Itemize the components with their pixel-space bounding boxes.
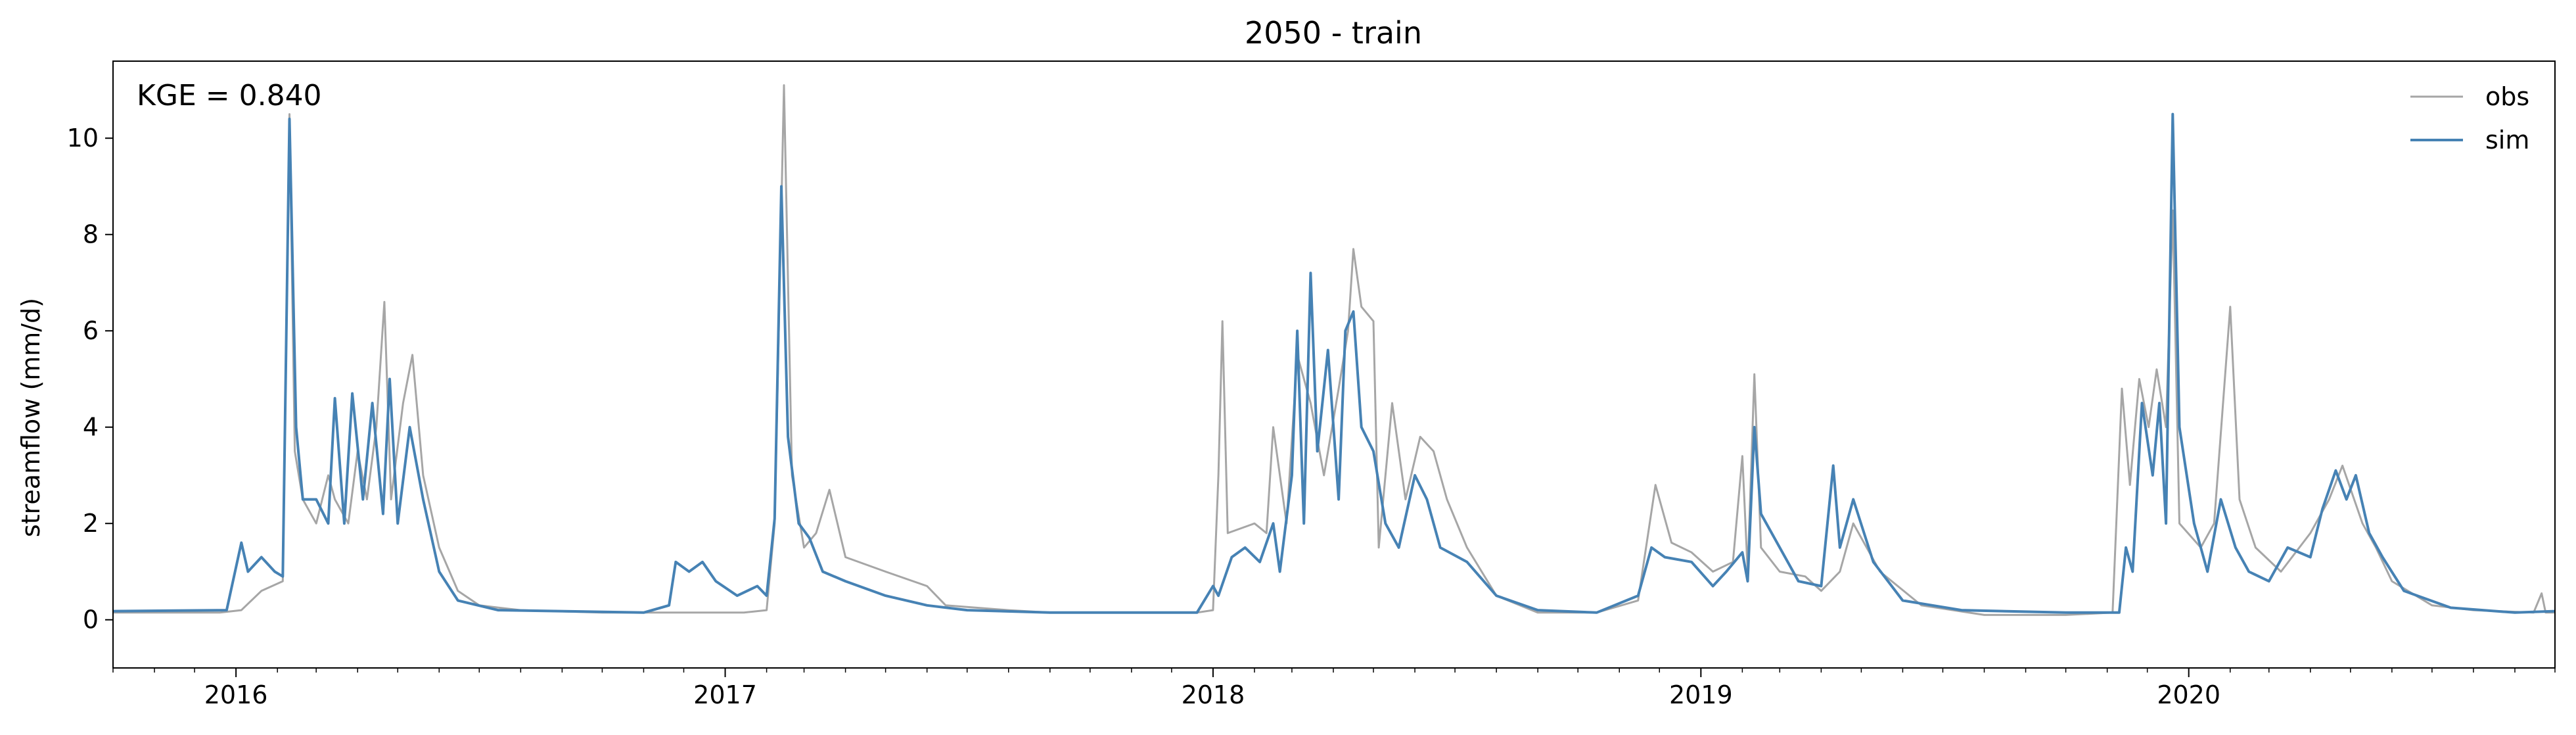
legend-label-sim: sim <box>2485 126 2529 154</box>
y-tick-label: 0 <box>83 605 99 634</box>
x-tick-label: 2019 <box>1669 680 1733 709</box>
x-tick-label: 2017 <box>693 680 757 709</box>
x-tick-label: 2016 <box>204 680 268 709</box>
chart-title: 2050 - train <box>1245 15 1422 51</box>
y-tick-label: 2 <box>83 509 99 538</box>
x-tick-label: 2018 <box>1182 680 1245 709</box>
y-axis-label: streamflow (mm/d) <box>16 298 45 537</box>
x-tick-label: 2020 <box>2157 680 2220 709</box>
y-tick-label: 8 <box>83 220 99 249</box>
kge-annotation: KGE = 0.840 <box>137 79 322 112</box>
legend-label-obs: obs <box>2485 82 2529 111</box>
y-tick-label: 4 <box>83 413 99 442</box>
y-tick-label: 10 <box>67 124 99 153</box>
y-tick-label: 6 <box>83 316 99 345</box>
